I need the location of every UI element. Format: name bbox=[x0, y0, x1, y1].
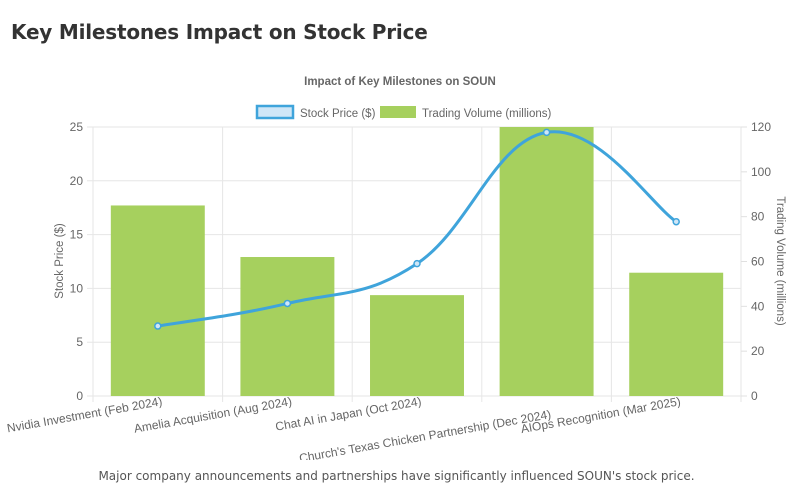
legend-swatch-stock-price bbox=[255, 104, 295, 120]
left-axis-tick-label: 20 bbox=[70, 174, 84, 188]
line-stock-price bbox=[156, 130, 678, 328]
bars bbox=[110, 127, 724, 396]
point-stock-price bbox=[154, 322, 162, 330]
bar-trading-volume bbox=[499, 127, 594, 396]
right-axis-title: Trading Volume (millions) bbox=[774, 196, 786, 325]
left-axis-tick-label: 10 bbox=[70, 281, 84, 295]
right-axis-tick-label: 40 bbox=[751, 299, 765, 313]
line-layer bbox=[154, 128, 680, 330]
bar-trading-volume bbox=[240, 257, 335, 396]
bar-trading-volume bbox=[370, 295, 464, 396]
left-axis-tick-label: 15 bbox=[70, 228, 84, 242]
left-axis-tick-label: 5 bbox=[76, 335, 83, 349]
left-axis-title: Stock Price ($) bbox=[54, 223, 66, 299]
point-stock-price bbox=[283, 299, 292, 308]
chart: Impact of Key Milestones on SOUN Stock P… bbox=[6, 76, 786, 460]
caption: Major company announcements and partners… bbox=[98, 469, 695, 483]
bar-trading-volume bbox=[110, 205, 205, 396]
point-stock-price bbox=[672, 217, 680, 226]
legend-label-trading-volume: Trading Volume (millions) bbox=[422, 108, 551, 120]
chart-title: Impact of Key Milestones on SOUN bbox=[304, 76, 496, 88]
right-axis-tick-label: 100 bbox=[751, 165, 771, 179]
right-axis-tick-label: 80 bbox=[751, 210, 765, 224]
legend-swatch-trading-volume bbox=[380, 106, 416, 118]
legend: Stock Price ($) Trading Volume (millions… bbox=[255, 104, 551, 120]
left-axis-tick-label: 25 bbox=[70, 120, 84, 134]
right-axis-tick-label: 20 bbox=[751, 344, 765, 358]
right-axis-tick-label: 120 bbox=[751, 120, 771, 134]
bar-series-trading-volume bbox=[110, 127, 724, 396]
left-axis-tick-label: 0 bbox=[76, 389, 83, 403]
right-axis-tick-label: 0 bbox=[751, 389, 758, 403]
point-stock-price bbox=[413, 259, 421, 268]
legend-item-trading-volume[interactable]: Trading Volume (millions) bbox=[380, 106, 551, 120]
x-axis-tick-label: Chat AI in Japan (Oct 2024) bbox=[274, 394, 422, 434]
legend-item-stock-price[interactable]: Stock Price ($) bbox=[255, 104, 376, 120]
point-stock-price bbox=[542, 128, 551, 137]
bar-trading-volume bbox=[629, 272, 724, 396]
page-title: Key Milestones Impact on Stock Price bbox=[11, 20, 428, 44]
legend-label-stock-price: Stock Price ($) bbox=[300, 108, 376, 120]
right-axis-tick-label: 60 bbox=[751, 255, 765, 269]
